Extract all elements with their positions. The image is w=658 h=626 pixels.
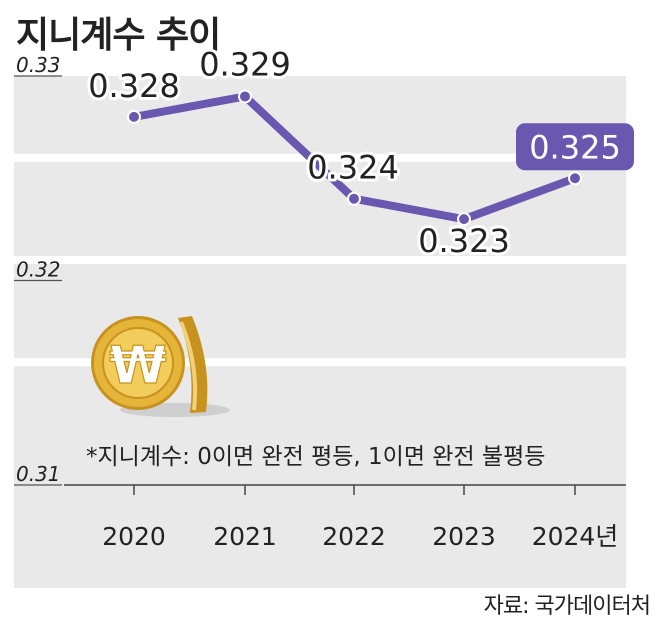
x-tick-label: 2023 [432,522,496,551]
data-point [457,212,471,227]
source-note: 자료: 국가데이터처 [483,594,651,619]
svg-text:₩: ₩ [109,336,166,396]
highlight-badge [516,123,634,171]
y-tick-label: 0.33 [16,53,61,77]
data-point [127,109,141,124]
x-axis: 2020 2021 2022 2023 2024년 [64,484,626,551]
value-label: 0.325 [529,128,621,166]
value-label: 0.324 [307,149,399,187]
y-axis: 0.33 0.32 0.31 [14,53,62,486]
y-tick-label: 0.32 [16,258,61,282]
x-tick-label: 2024년 [532,522,619,551]
won-coin-icon: ₩ [91,316,230,417]
data-point [347,191,361,206]
value-label: 0.323 [418,222,510,260]
data-point [568,171,582,186]
gini-note: *지니계수: 0이면 완전 평등, 1이면 완전 불평등 [86,444,545,470]
x-tick-label: 2022 [322,522,386,551]
chart-title: 지니계수 추이 [16,15,221,56]
x-tick-label: 2020 [102,522,166,551]
x-tick-label: 2021 [213,522,277,551]
value-label: 0.328 [88,67,180,105]
data-point [238,89,252,104]
value-labels: 0.328 0.329 0.324 0.323 0.325 [85,42,634,263]
series-line [127,89,582,227]
value-label: 0.329 [199,45,291,83]
y-tick-label: 0.31 [16,462,61,486]
